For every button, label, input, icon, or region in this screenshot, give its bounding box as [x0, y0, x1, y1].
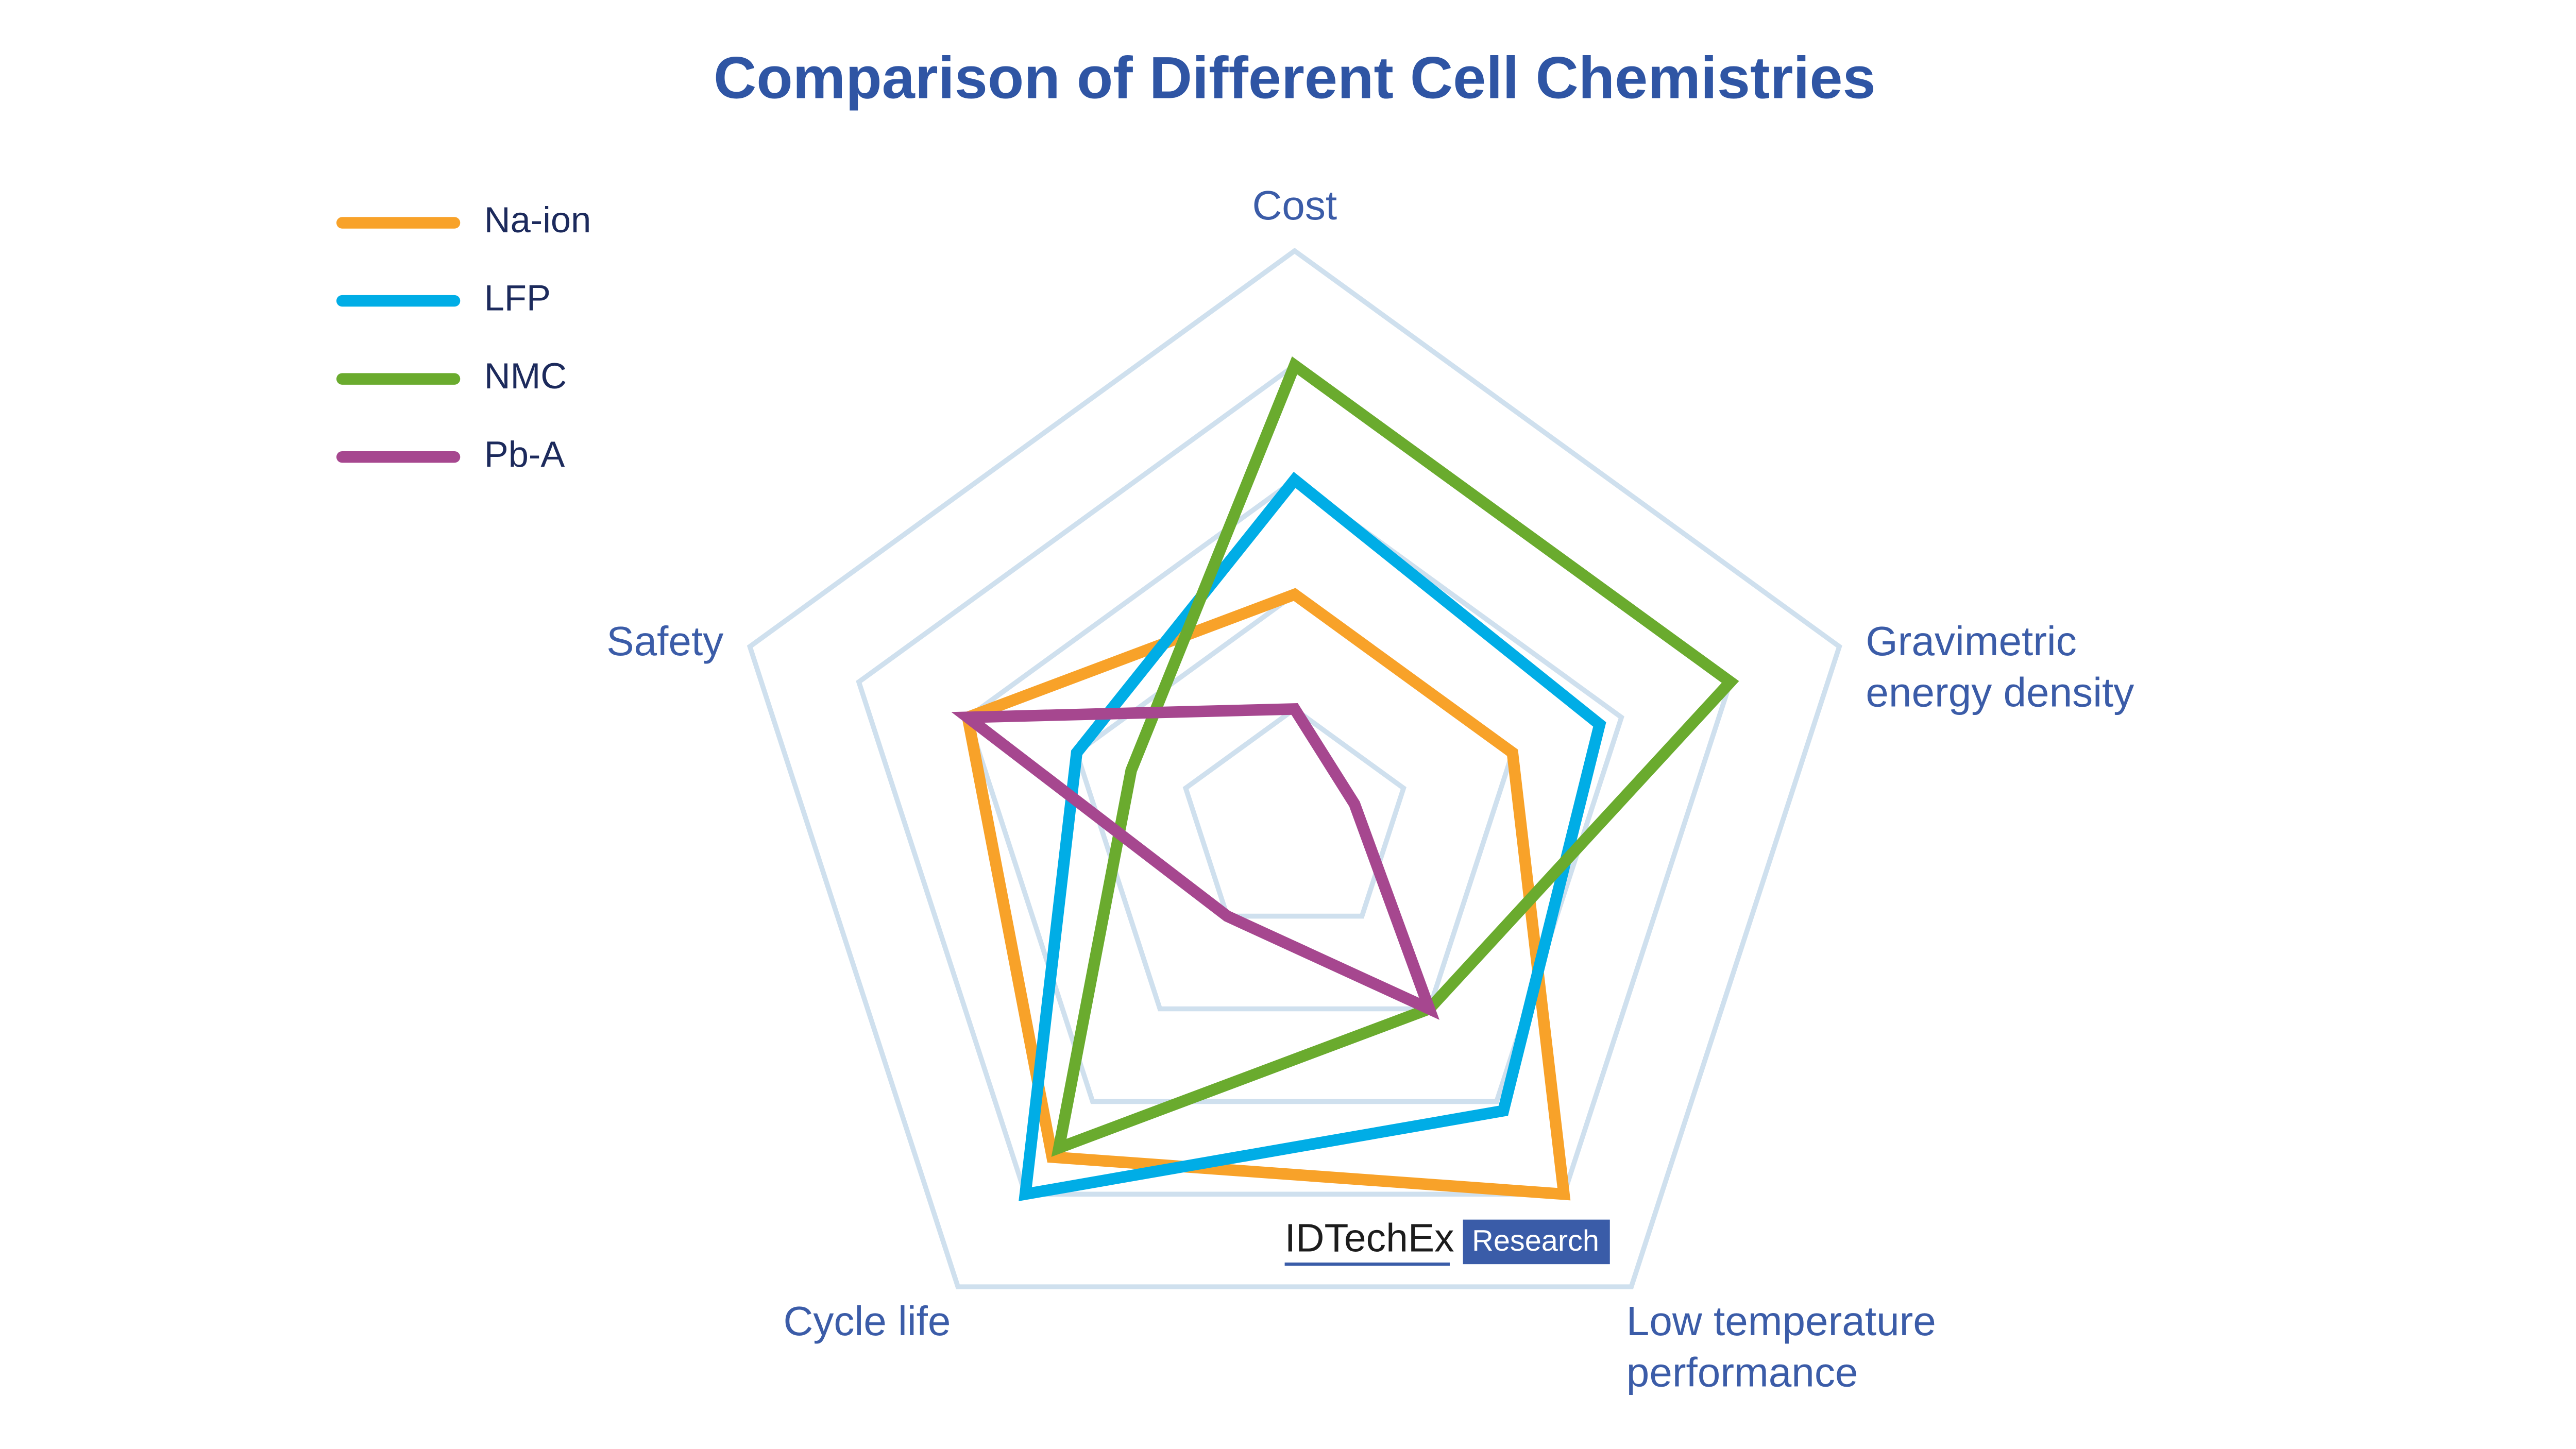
plot — [951, 356, 1739, 1201]
axis-label-box: Safety — [606, 619, 724, 666]
axis-label: Cycle life — [783, 1299, 951, 1345]
series-line — [1019, 471, 1606, 1201]
legend-label: Na-ion — [484, 199, 591, 240]
watermark-box — [1463, 1219, 1610, 1265]
chart-title: Comparison of Different Cell Chemistries — [714, 45, 1876, 111]
series-line — [951, 703, 1439, 1020]
watermark-tag: Research — [1472, 1224, 1599, 1257]
grid-ring — [1182, 706, 1406, 919]
axis-label: Low temperature performance — [1626, 1299, 1936, 1396]
axis-label-box: Low temperature performance — [1626, 1299, 1936, 1396]
grid-ring — [747, 248, 1842, 1289]
watermark-brand: IDTechEx — [1285, 1216, 1454, 1260]
watermark: IDTechEx Research — [1284, 1216, 1610, 1266]
legend-label: LFP — [484, 278, 551, 318]
axis-label: Gravimetric energy density — [1866, 619, 2134, 717]
series-line — [961, 588, 1571, 1201]
axis-label-box: Cycle life — [783, 1299, 951, 1345]
series-line — [1051, 356, 1739, 1157]
axis-label: Safety — [606, 619, 724, 666]
legend: Na-ion LFP NMC Pb-A — [336, 199, 591, 474]
axis-label-box: Gravimetric energy density — [1866, 619, 2134, 717]
axis-label-box: Cost — [1252, 183, 1337, 230]
axis-label: Cost — [1252, 183, 1337, 230]
grid-ring — [964, 476, 1624, 1104]
legend-label: Pb-A — [484, 434, 565, 474]
legend-label: NMC — [484, 355, 567, 396]
